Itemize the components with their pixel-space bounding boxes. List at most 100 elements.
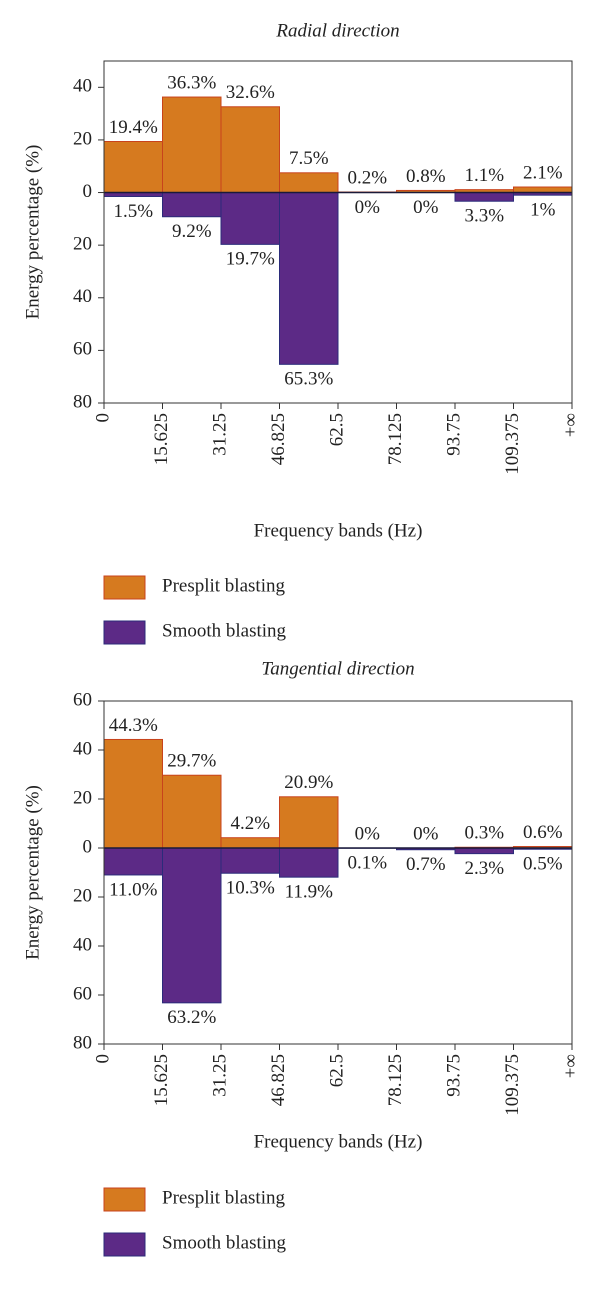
y-tick-label: 60 <box>73 339 92 360</box>
value-label: 9.2% <box>172 221 212 242</box>
legend-swatch <box>103 575 146 600</box>
value-label: 36.3% <box>167 72 216 93</box>
x-tick-label: +∞ <box>560 1054 581 1078</box>
bar <box>279 796 339 849</box>
x-tick-label: 15.625 <box>151 413 172 465</box>
y-tick-label: 60 <box>73 983 92 1004</box>
bar <box>454 847 514 855</box>
x-tick-label: 46.825 <box>268 413 289 465</box>
legend-label: Presplit blasting <box>162 575 285 596</box>
x-axis-label: Frequency bands (Hz) <box>254 1131 423 1152</box>
x-tick-label: 62.5 <box>326 1054 347 1087</box>
value-label: 0.3% <box>464 823 504 844</box>
x-tick-label: 93.75 <box>443 1054 464 1097</box>
legend-label: Smooth blasting <box>162 620 287 641</box>
x-tick-label: 78.125 <box>385 413 406 465</box>
x-tick-label: 46.825 <box>268 1054 289 1106</box>
value-label: 0.7% <box>406 854 446 875</box>
value-label: 2.3% <box>464 858 504 879</box>
value-label: 11.0% <box>109 879 158 900</box>
x-tick-label: 109.375 <box>502 1054 523 1116</box>
value-label: 0.2% <box>347 167 387 188</box>
value-label: 4.2% <box>230 813 270 834</box>
value-label: 20.9% <box>284 772 333 793</box>
x-tick-label: 31.25 <box>209 1054 230 1097</box>
bar <box>103 141 163 194</box>
y-tick-label: 40 <box>73 738 92 759</box>
y-tick-label: 20 <box>73 885 92 906</box>
bar <box>513 186 573 194</box>
y-tick-label: 20 <box>73 128 92 149</box>
legend-label: Smooth blasting <box>162 1232 287 1253</box>
bar <box>454 192 514 202</box>
value-label: 1.5% <box>113 201 153 222</box>
value-label: 65.3% <box>284 369 333 390</box>
bar <box>279 172 339 194</box>
chart-title: Tangential direction <box>261 658 414 679</box>
value-label: 11.9% <box>285 882 334 903</box>
y-tick-label: 40 <box>73 76 92 97</box>
x-tick-label: 15.625 <box>151 1054 172 1106</box>
y-tick-label: 40 <box>73 934 92 955</box>
plot-frame <box>103 700 573 1045</box>
bar <box>103 847 163 876</box>
bar <box>279 192 339 365</box>
value-label: 0.8% <box>406 166 446 187</box>
bar <box>220 192 280 245</box>
y-tick-label: 20 <box>73 787 92 808</box>
x-tick-label: 109.375 <box>502 413 523 475</box>
bar <box>162 774 222 849</box>
y-tick-label: 80 <box>73 1032 92 1053</box>
y-tick-label: 0 <box>83 181 93 202</box>
value-label: 1.1% <box>464 165 504 186</box>
y-tick-label: 20 <box>73 234 92 255</box>
value-label: 19.4% <box>109 117 158 138</box>
bar <box>162 847 222 1004</box>
value-label: 0% <box>413 823 439 844</box>
x-tick-label: +∞ <box>560 413 581 437</box>
legend-label: Presplit blasting <box>162 1187 285 1208</box>
value-label: 19.7% <box>226 249 275 270</box>
value-label: 0.1% <box>347 853 387 874</box>
y-tick-label: 80 <box>73 391 92 412</box>
value-label: 1% <box>530 200 556 221</box>
bar <box>220 847 280 874</box>
value-label: 2.1% <box>523 162 563 183</box>
x-tick-label: 93.75 <box>443 413 464 456</box>
legend-swatch <box>103 1187 146 1212</box>
value-label: 0% <box>355 197 381 218</box>
x-axis-label: Frequency bands (Hz) <box>254 520 423 541</box>
plot-frame <box>103 60 573 404</box>
y-axis-label: Energy percentage (%) <box>22 145 43 320</box>
x-tick-label: 31.25 <box>209 413 230 456</box>
legend-swatch <box>103 620 146 645</box>
value-label: 32.6% <box>226 82 275 103</box>
x-tick-label: 78.125 <box>385 1054 406 1106</box>
bar <box>162 192 222 218</box>
value-label: 0% <box>355 823 381 844</box>
value-label: 0.5% <box>523 854 563 875</box>
value-label: 10.3% <box>226 878 275 899</box>
value-label: 63.2% <box>167 1007 216 1028</box>
bar <box>103 738 163 849</box>
bar <box>162 96 222 194</box>
legend-swatch <box>103 1232 146 1257</box>
y-axis-label: Energy percentage (%) <box>22 785 43 960</box>
bar <box>220 106 280 194</box>
value-label: 7.5% <box>289 148 329 169</box>
y-tick-label: 60 <box>73 689 92 710</box>
bar <box>220 837 280 849</box>
value-label: 0.6% <box>523 822 563 843</box>
x-tick-label: 0 <box>92 1054 113 1064</box>
y-tick-label: 40 <box>73 286 92 307</box>
y-tick-label: 0 <box>83 836 93 857</box>
value-label: 3.3% <box>464 206 504 227</box>
bar <box>279 847 339 878</box>
x-tick-label: 0 <box>92 413 113 423</box>
value-label: 44.3% <box>109 715 158 736</box>
value-label: 29.7% <box>167 751 216 772</box>
value-label: 0% <box>413 197 439 218</box>
chart-title: Radial direction <box>275 20 399 41</box>
x-tick-label: 62.5 <box>326 413 347 446</box>
